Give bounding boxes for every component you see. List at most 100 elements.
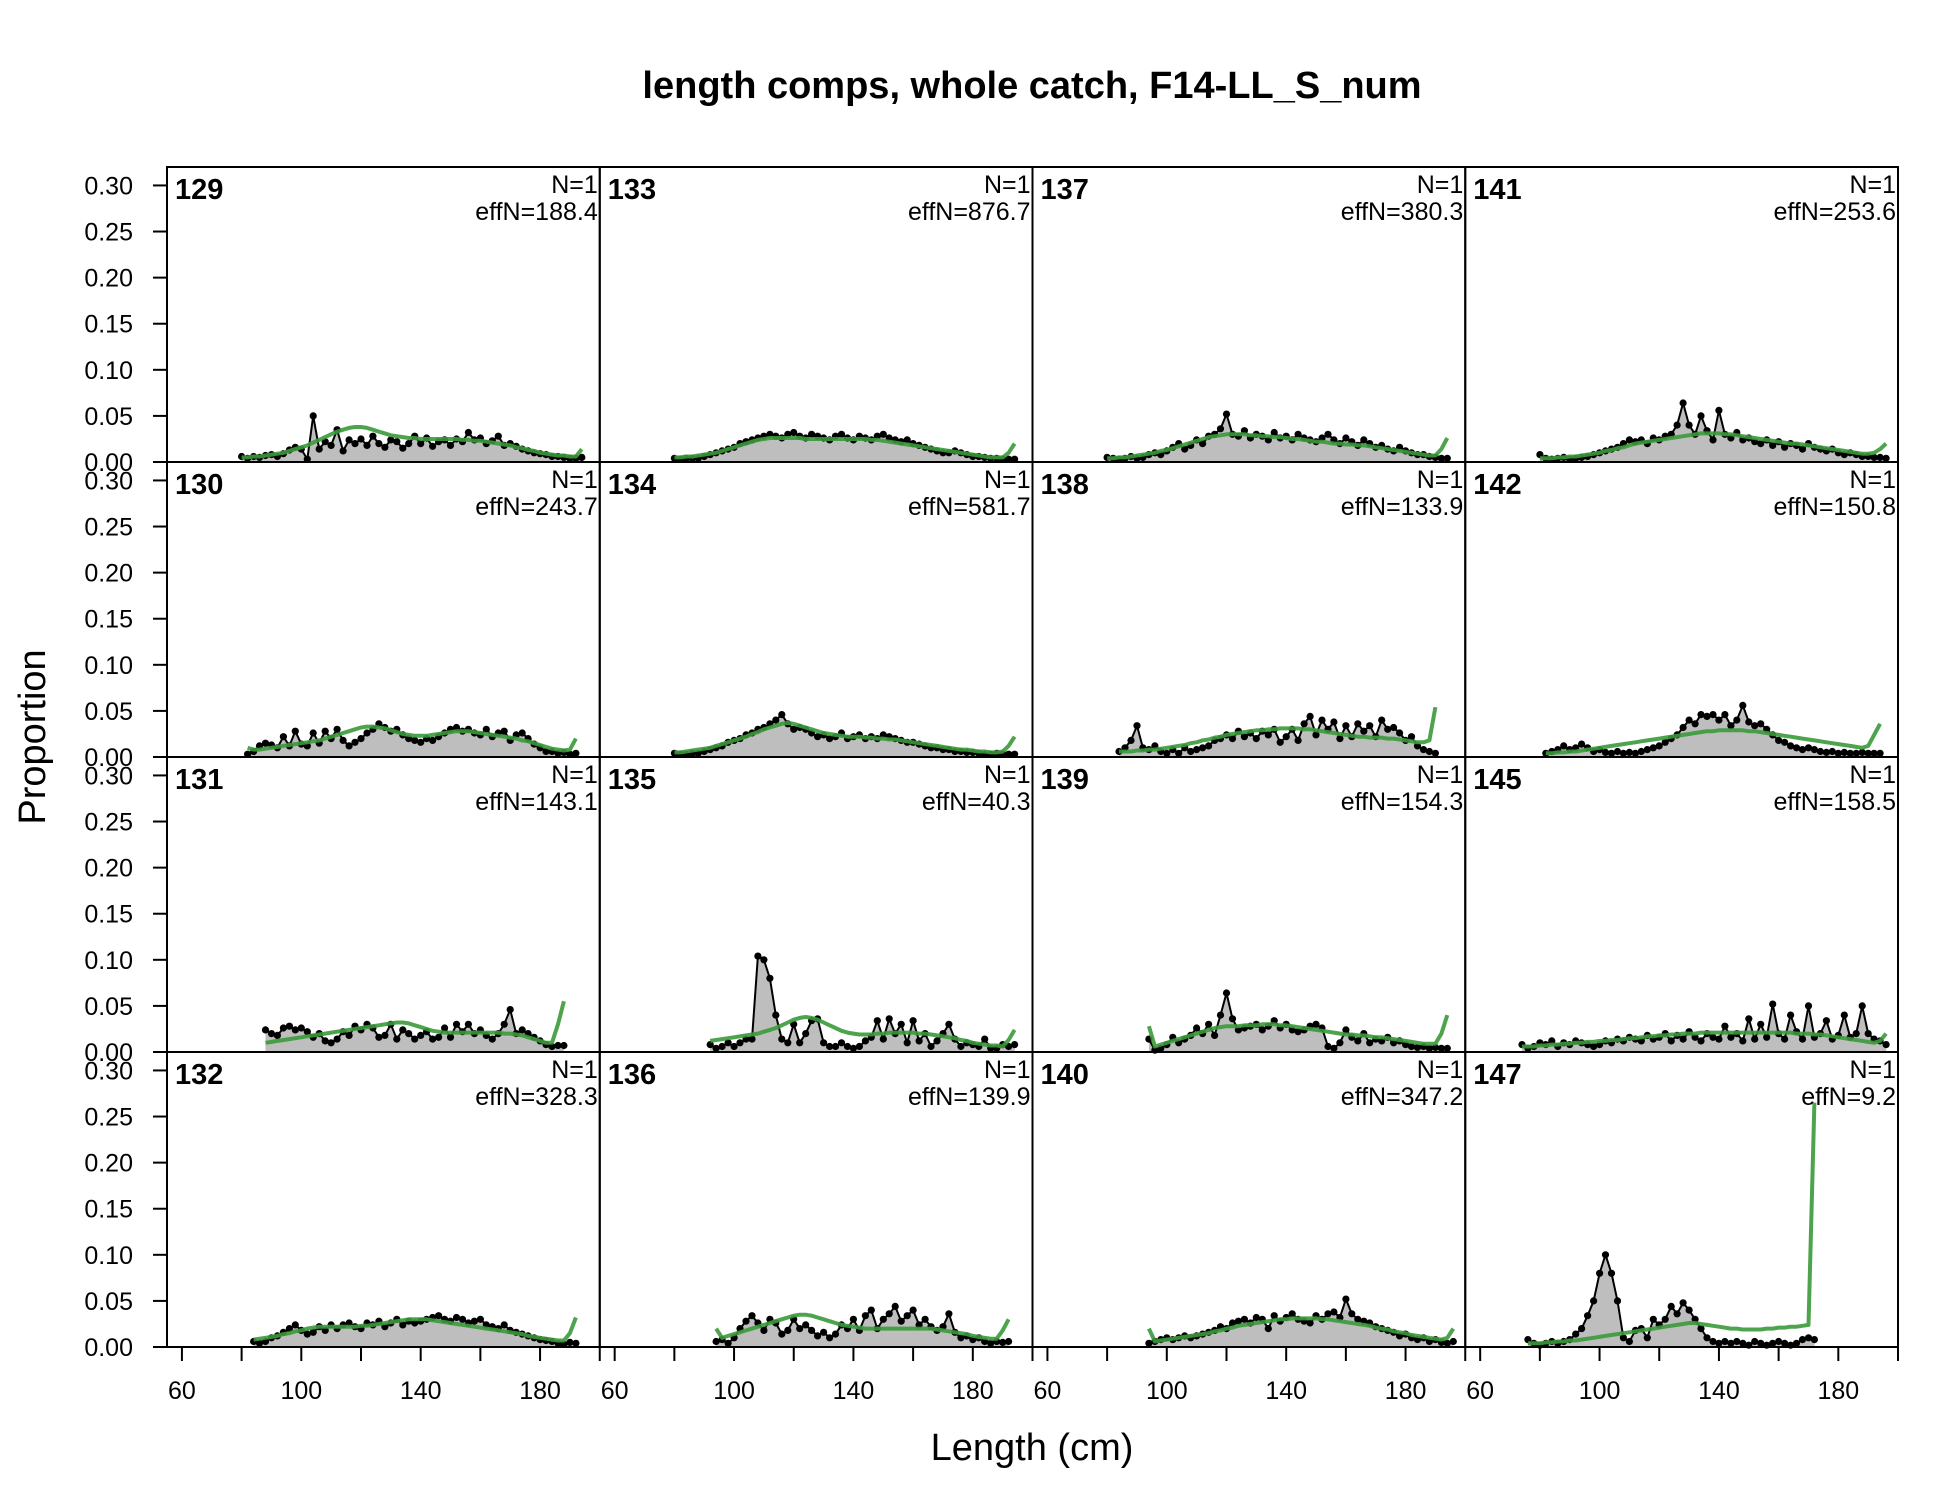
observed-point-135 xyxy=(772,1011,780,1019)
observed-point-129 xyxy=(578,453,586,461)
observed-point-142 xyxy=(1787,742,1795,750)
observed-point-139 xyxy=(1216,1011,1225,1019)
observed-area-131 xyxy=(265,1009,564,1052)
observed-point-147 xyxy=(1673,1310,1681,1318)
observed-point-130 xyxy=(309,729,317,737)
y-tick-label: 0.05 xyxy=(84,698,133,726)
observed-point-131 xyxy=(488,1035,496,1043)
observed-point-132 xyxy=(476,1315,484,1323)
observed-point-147 xyxy=(1715,1339,1723,1347)
observed-point-145 xyxy=(1667,1037,1675,1045)
observed-point-131 xyxy=(399,1026,407,1034)
observed-point-136 xyxy=(831,1330,840,1338)
observed-point-132 xyxy=(452,1313,461,1322)
observed-point-147 xyxy=(1679,1299,1687,1307)
observed-point-131 xyxy=(291,1026,299,1034)
observed-point-130 xyxy=(518,729,526,737)
observed-point-131 xyxy=(273,1031,281,1039)
panel-n-label-145: N=1 xyxy=(1849,761,1896,789)
observed-point-147 xyxy=(1619,1334,1627,1342)
observed-point-147 xyxy=(1769,1339,1777,1347)
observed-point-131 xyxy=(441,1024,449,1032)
observed-point-136 xyxy=(987,1339,995,1347)
observed-point-145 xyxy=(1757,1020,1765,1028)
y-tick-label: 0.15 xyxy=(84,901,133,929)
observed-point-142 xyxy=(1751,722,1759,730)
observed-point-145 xyxy=(1721,1022,1729,1030)
observed-point-135 xyxy=(879,1035,887,1043)
observed-point-141 xyxy=(1781,443,1789,451)
observed-point-135 xyxy=(957,1042,965,1051)
observed-point-131 xyxy=(333,1035,341,1043)
y-tick-label: 0.10 xyxy=(84,947,133,975)
observed-point-136 xyxy=(796,1325,804,1333)
observed-point-142 xyxy=(1846,749,1854,757)
panel-effn-label-137: effN=380.3 xyxy=(1341,198,1464,226)
observed-point-136 xyxy=(861,1312,870,1320)
x-tick-label: 180 xyxy=(1817,1377,1859,1405)
observed-point-131 xyxy=(560,1041,568,1050)
observed-point-133 xyxy=(837,430,846,438)
observed-area-132 xyxy=(253,1315,576,1347)
panel-effn-label-129: effN=188.4 xyxy=(475,198,598,226)
observed-point-129 xyxy=(315,445,323,453)
observed-point-136 xyxy=(891,1302,899,1310)
axes-layer: 0.000.050.100.150.200.250.300.000.050.10… xyxy=(84,172,1899,1405)
observed-point-136 xyxy=(879,1315,887,1323)
observed-point-131 xyxy=(375,1033,383,1041)
expected-line-132 xyxy=(253,1316,578,1343)
observed-point-129 xyxy=(464,428,472,437)
y-tick-label: 0.10 xyxy=(84,357,133,385)
observed-point-142 xyxy=(1709,711,1717,719)
observed-point-135 xyxy=(748,1035,756,1043)
observed-point-142 xyxy=(1733,716,1741,724)
observed-point-145 xyxy=(1709,1033,1717,1041)
observed-point-142 xyxy=(1816,747,1824,756)
observed-point-136 xyxy=(1005,1337,1013,1346)
observed-point-145 xyxy=(1822,1017,1830,1025)
panel-n-label-142: N=1 xyxy=(1849,466,1896,494)
panel-n-label-140: N=1 xyxy=(1417,1056,1464,1084)
observed-point-141 xyxy=(1876,453,1884,461)
observed-point-142 xyxy=(1560,742,1568,750)
observed-point-135 xyxy=(754,952,762,960)
observed-point-131 xyxy=(321,1037,329,1045)
observed-point-141 xyxy=(1709,436,1717,444)
y-tick-label: 0.25 xyxy=(84,514,133,542)
observed-point-147 xyxy=(1667,1302,1675,1310)
expected-line-133 xyxy=(674,436,1017,460)
observed-point-147 xyxy=(1601,1251,1610,1259)
observed-point-137 xyxy=(1342,434,1350,442)
observed-point-140 xyxy=(1348,1310,1356,1318)
observed-point-129 xyxy=(369,432,377,440)
observed-point-138 xyxy=(1378,716,1386,724)
panel-n-label-135: N=1 xyxy=(984,761,1031,789)
observed-point-133 xyxy=(903,436,911,444)
observed-point-147 xyxy=(1697,1325,1705,1333)
observed-point-129 xyxy=(393,438,401,446)
observed-point-140 xyxy=(1240,1315,1248,1323)
observed-area-129 xyxy=(241,415,582,462)
observed-point-131 xyxy=(261,1026,270,1034)
y-tick-label: 0.10 xyxy=(84,652,133,680)
observed-point-133 xyxy=(808,430,816,438)
observed-point-130 xyxy=(339,736,347,745)
observed-point-145 xyxy=(1852,1030,1860,1038)
observed-point-131 xyxy=(327,1039,335,1047)
observed-point-142 xyxy=(1697,711,1705,719)
observed-point-137 xyxy=(1181,445,1189,453)
panel-label-133: 133 xyxy=(608,174,656,206)
observed-point-142 xyxy=(1798,746,1807,754)
x-tick-label: 180 xyxy=(952,1377,994,1405)
observed-point-147 xyxy=(1649,1315,1657,1323)
observed-point-129 xyxy=(309,412,317,420)
x-tick-label: 100 xyxy=(1579,1377,1621,1405)
observed-point-147 xyxy=(1727,1339,1735,1347)
observed-point-136 xyxy=(921,1315,929,1323)
observed-point-142 xyxy=(1727,722,1735,730)
